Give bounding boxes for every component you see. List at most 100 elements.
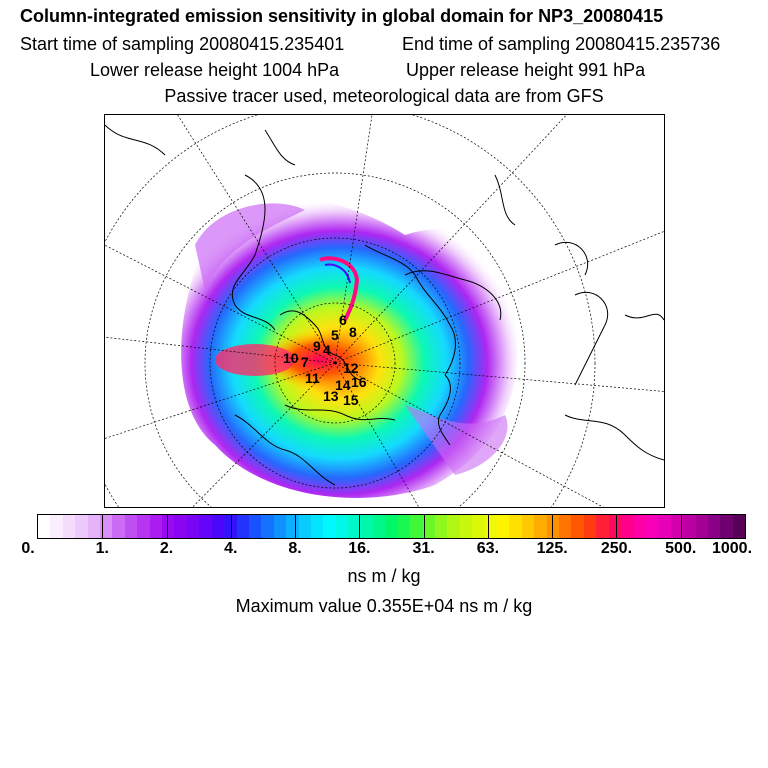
colorbar-swatch xyxy=(75,515,88,538)
map-panel: 6 5 4 9 7 11 12 14 15 13 16 10 8 xyxy=(104,114,665,508)
map-label: 6 xyxy=(339,312,347,328)
colorbar-swatch xyxy=(459,515,473,538)
colorbar-swatch xyxy=(559,515,572,538)
colorbar-swatch xyxy=(112,515,125,538)
colorbar-swatch xyxy=(534,515,547,538)
colorbar-swatch xyxy=(497,515,510,538)
map-label: 16 xyxy=(351,374,367,390)
map-svg: 6 5 4 9 7 11 12 14 15 13 16 10 8 xyxy=(105,115,664,507)
colorbar-swatch xyxy=(38,515,51,538)
colorbar-swatch xyxy=(248,515,262,538)
map-label: 10 xyxy=(283,350,299,366)
map-label: 4 xyxy=(323,342,331,358)
colorbar-swatch xyxy=(360,515,373,538)
colorbar-swatch xyxy=(174,515,187,538)
colorbar-tick-label: 63. xyxy=(476,540,500,557)
colorbar-swatch xyxy=(596,515,609,538)
colorbar-swatch xyxy=(435,515,448,538)
colorbar-tick-mark xyxy=(102,514,103,539)
colorbar-tick-label: 500. xyxy=(665,540,697,557)
colorbar-swatch xyxy=(50,515,63,538)
colorbar-swatch xyxy=(707,515,721,538)
colorbar-swatch xyxy=(645,515,659,538)
colorbar-swatch xyxy=(670,515,684,538)
end-time-label: End time of sampling 20080415.235736 xyxy=(402,34,721,54)
colorbar-swatch xyxy=(273,515,287,538)
colorbar-swatch xyxy=(732,515,746,538)
colorbar-swatch xyxy=(633,515,646,538)
colorbar-swatch xyxy=(422,515,435,538)
colorbar-tick-label: 125. xyxy=(536,540,568,557)
map-label: 7 xyxy=(301,354,309,370)
colorbar-swatch xyxy=(385,515,398,538)
lower-release-label: Lower release height 1004 hPa xyxy=(90,60,340,80)
map-label: 15 xyxy=(343,392,359,408)
colorbar-swatch xyxy=(162,515,175,538)
colorbar-tick-label: 16. xyxy=(348,540,371,557)
colorbar-swatch xyxy=(100,515,113,538)
colorbar-swatch xyxy=(472,515,485,538)
colorbar-swatch xyxy=(137,515,150,538)
colorbar-swatch xyxy=(186,515,200,538)
colorbar-swatch xyxy=(298,515,311,538)
colorbar-swatch xyxy=(484,515,498,538)
colorbar-tick-mark xyxy=(424,514,425,539)
colorbar-tick-label: 250. xyxy=(600,540,633,557)
colorbar-swatch xyxy=(683,515,696,538)
map-label: 13 xyxy=(323,388,339,404)
colorbar-tick-mark xyxy=(295,514,296,539)
maximum-value-label: Maximum value 0.355E+04 ns m / kg xyxy=(235,596,533,616)
colorbar-swatch xyxy=(397,515,411,538)
map-label: 11 xyxy=(305,370,320,386)
colorbar-swatch xyxy=(286,515,299,538)
colorbar-swatch xyxy=(149,515,163,538)
colorbar-swatch xyxy=(621,515,634,538)
colorbar-swatch xyxy=(410,515,423,538)
colorbar-tick-label: 2. xyxy=(159,540,174,557)
upper-release-label: Upper release height 991 hPa xyxy=(406,60,646,80)
colorbar-tick-label: 1000. xyxy=(711,540,753,557)
colorbar-tick-mark xyxy=(167,514,168,539)
colorbar-swatch xyxy=(323,515,336,538)
colorbar-swatch xyxy=(695,515,708,538)
colorbar-swatch xyxy=(372,515,386,538)
colorbar-tick-mark xyxy=(552,514,553,539)
colorbar-swatch xyxy=(211,515,225,538)
colorbar-swatch xyxy=(87,515,101,538)
colorbar-swatch xyxy=(124,515,138,538)
tracer-note: Passive tracer used, meteorological data… xyxy=(164,86,604,106)
colorbar-swatch xyxy=(583,515,597,538)
colorbar-swatch xyxy=(521,515,535,538)
colorbar-tick-mark xyxy=(231,514,232,539)
colorbar xyxy=(37,514,746,539)
colorbar-swatch xyxy=(62,515,76,538)
colorbar-tick-label: 8. xyxy=(288,540,302,557)
colorbar-swatch xyxy=(224,515,237,538)
colorbar-swatch xyxy=(236,515,249,538)
colorbar-tick-label: 0. xyxy=(21,540,35,557)
colorbar-tick-label: 31. xyxy=(412,540,435,557)
figure-title: Column-integrated emission sensitivity i… xyxy=(20,6,664,26)
colorbar-swatch xyxy=(447,515,460,538)
colorbar-swatch xyxy=(335,515,349,538)
map-label: 8 xyxy=(349,324,357,340)
colorbar-swatch xyxy=(658,515,671,538)
map-label: 14 xyxy=(335,377,351,393)
colorbar-swatch xyxy=(348,515,361,538)
coastlines xyxy=(105,124,664,486)
map-label: 9 xyxy=(313,338,321,354)
colorbar-swatch xyxy=(720,515,733,538)
colorbar-tick-mark xyxy=(616,514,617,539)
colorbar-tick-mark xyxy=(681,514,682,539)
map-label: 12 xyxy=(343,360,359,376)
colorbar-swatch xyxy=(509,515,522,538)
colorbar-swatch xyxy=(261,515,274,538)
map-label: 5 xyxy=(331,327,339,343)
colorbar-tick-mark xyxy=(488,514,489,539)
colorbar-swatch xyxy=(608,515,622,538)
colorbar-tick-mark xyxy=(359,514,360,539)
colorbar-swatch xyxy=(310,515,324,538)
colorbar-units: ns m / kg xyxy=(347,566,421,586)
colorbar-tick-label: 1. xyxy=(95,540,109,557)
